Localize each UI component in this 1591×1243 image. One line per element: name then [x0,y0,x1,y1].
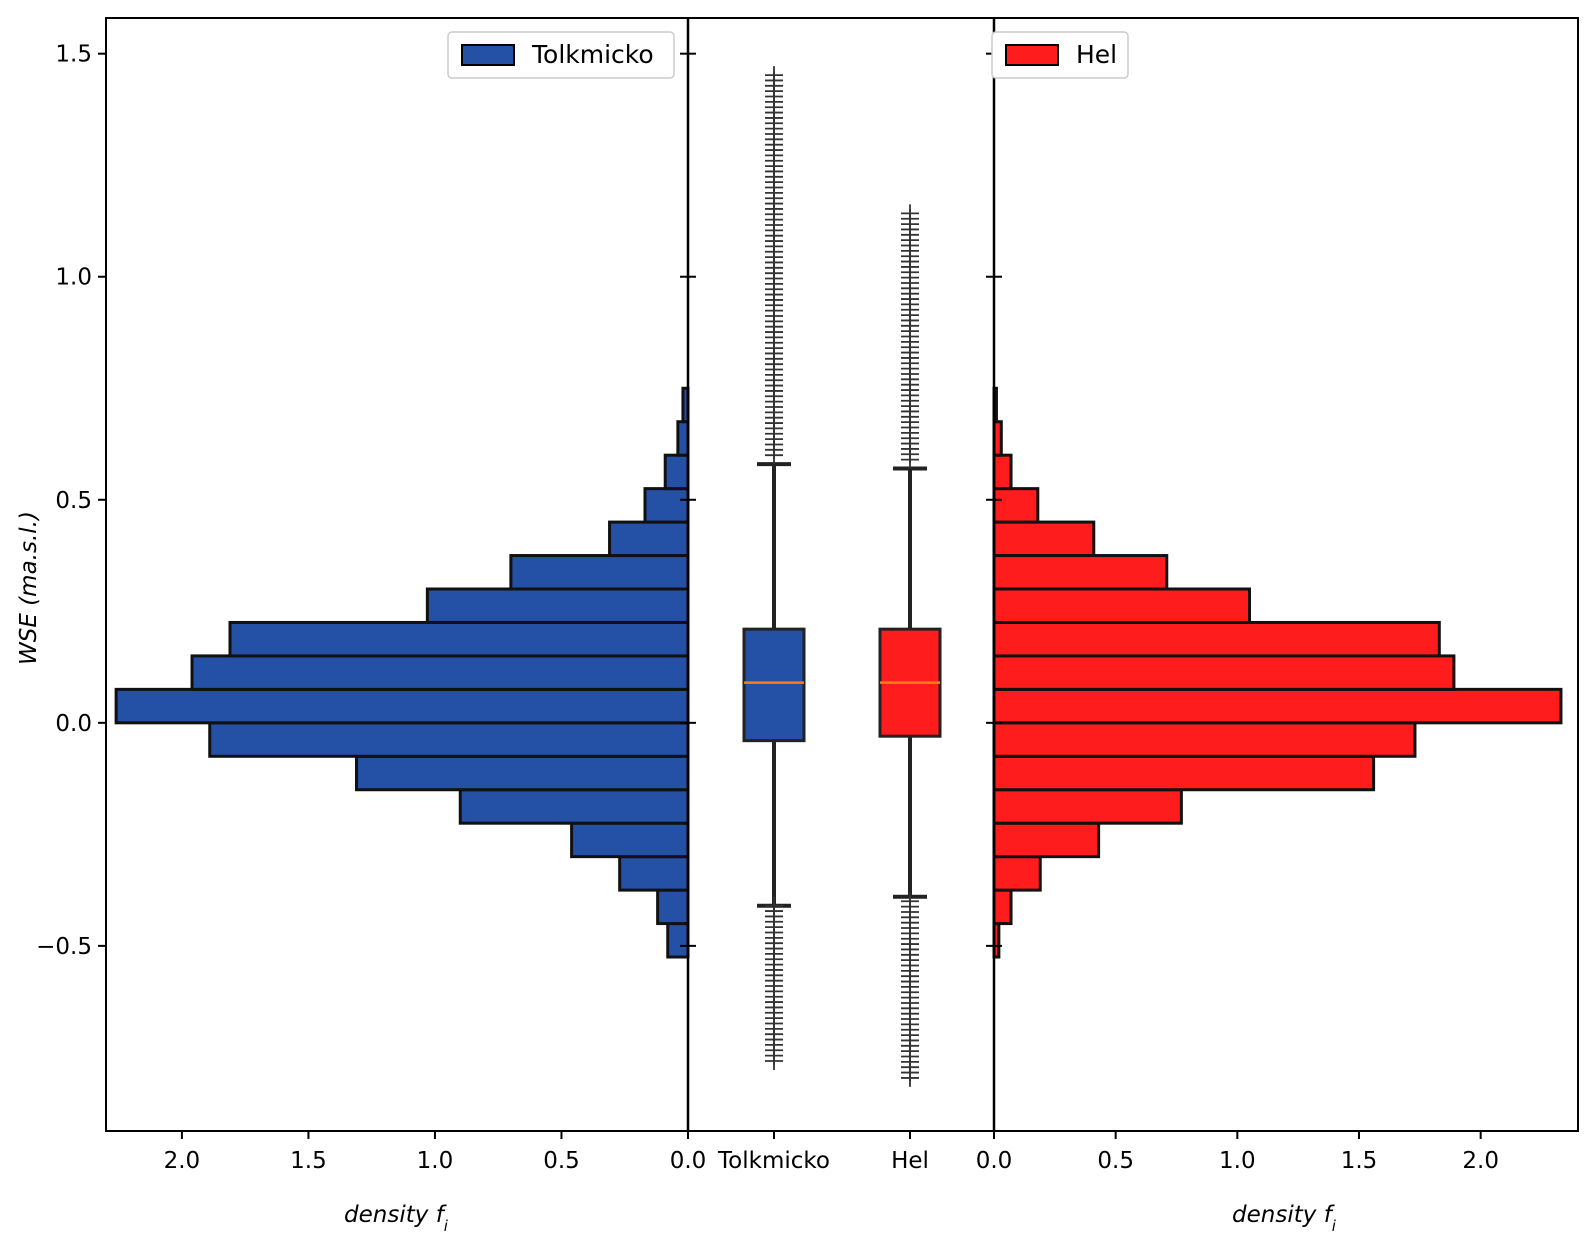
hist-bar-tolkmicko [509,554,690,591]
x-tick-label-right: 2.0 [1462,1148,1499,1174]
x-axis-title-right: density fi [1232,1202,1337,1235]
hist-bar-tolkmicko [355,754,690,792]
hist-bar-tolkmicko [570,821,690,859]
hist-bar-tolkmicko [458,788,690,825]
hist-bar-tolkmicko [114,687,690,725]
hist-bar-hel [992,821,1101,859]
y-tick-label: 1.0 [55,265,92,291]
hist-bar-tolkmicko [656,888,690,926]
y-axis-title: WSE (ma.s.l.) [16,511,42,665]
right-histogram-bars [992,386,1563,959]
x-tick-label-left: 1.0 [417,1148,454,1174]
hist-bar-hel [992,654,1456,691]
x-tick-label-right: 0.0 [976,1148,1013,1174]
legend-label-hel: Hel [1076,40,1117,69]
y-tick-label: 0.0 [55,711,92,737]
hist-bar-tolkmicko [208,721,690,758]
x-axis-title-left: density fi [344,1202,449,1235]
legend-swatch-tolkmicko [461,44,515,66]
box-tolkmicko [742,627,806,743]
legend-box [447,31,675,79]
hist-bar-hel [992,487,1040,524]
x-tick-label-right: 1.5 [1341,1148,1378,1174]
x-tick-label-left: 0.0 [670,1148,707,1174]
hist-bar-hel [992,554,1169,591]
x-tick-label-middle: Tolkmicko [717,1148,830,1174]
y-axis-ticks: 1.5 1.0 0.5 0.0 −0.5 [36,42,1002,960]
x-tick-label-left: 1.5 [290,1148,327,1174]
boxplots [742,66,942,1087]
hist-bar-hel [992,687,1563,725]
hist-bar-hel [992,855,1042,892]
y-tick-label: 0.5 [55,488,92,514]
hist-bar-hel [992,520,1096,558]
outlier-marker-tolkmicko [765,1051,783,1070]
legend-tolkmicko: Tolkmicko [447,31,675,79]
hist-bar-tolkmicko [663,453,690,491]
x-tick-label-right: 1.0 [1219,1148,1256,1174]
hist-bar-tolkmicko [190,654,690,691]
hist-bar-tolkmicko [676,420,690,457]
hist-bar-hel [992,754,1376,792]
legend-label-tolkmicko: Tolkmicko [531,40,654,69]
legend-box [991,31,1129,79]
outlier-marker-tolkmicko [765,66,783,85]
hist-bar-hel [992,788,1183,825]
y-tick-label: −0.5 [36,934,92,960]
legend-swatch-hel [1005,44,1059,66]
x-axis-ticks: 2.0 1.5 1.0 0.5 0.0 Tolkmicko Hel 0.0 0.5 1.0 1.5 2… [164,1131,1499,1174]
legend-hel: Hel [991,31,1129,79]
hist-bar-tolkmicko [618,855,690,892]
y-tick-label: 1.5 [55,42,92,68]
outer-frame [105,17,1579,1132]
hist-bar-tolkmicko [643,487,690,524]
x-tick-label-left: 2.0 [164,1148,201,1174]
left-histogram-bars [114,386,690,959]
hist-bar-tolkmicko [666,922,690,959]
axes-frames [105,17,1579,1132]
hist-bar-tolkmicko [425,587,690,624]
x-tick-label-right: 0.5 [1097,1148,1134,1174]
hist-bar-hel [992,721,1417,758]
outlier-marker-hel [901,204,919,223]
hist-bar-hel [992,888,1013,926]
hist-bar-tolkmicko [228,620,690,658]
x-tick-label-left: 0.5 [543,1148,580,1174]
hist-bar-hel [992,453,1013,491]
hist-bar-hel [992,587,1251,624]
outlier-marker-hel [901,1068,919,1087]
hist-bar-hel [992,620,1441,658]
x-tick-label-middle: Hel [891,1148,929,1174]
hist-bar-tolkmicko [608,520,690,558]
